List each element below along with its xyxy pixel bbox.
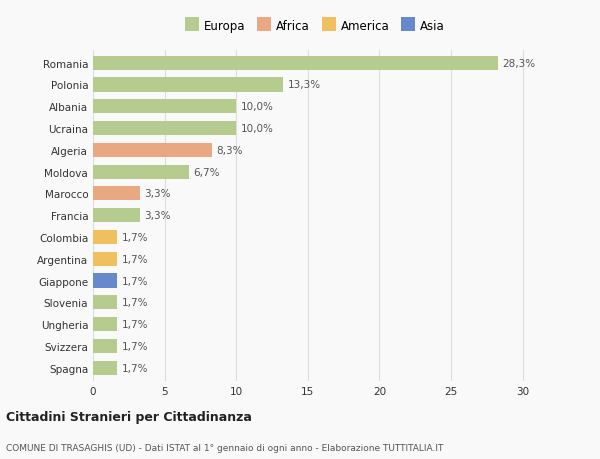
Bar [93,56,499,71]
Legend: Europa, Africa, America, Asia: Europa, Africa, America, Asia [181,16,449,38]
Bar [93,252,118,266]
Bar [93,209,140,223]
Text: 13,3%: 13,3% [288,80,321,90]
Text: 8,3%: 8,3% [216,146,242,156]
Text: 10,0%: 10,0% [241,102,274,112]
Text: 1,7%: 1,7% [122,363,148,373]
Text: 1,7%: 1,7% [122,232,148,242]
Bar [93,122,236,136]
Text: 28,3%: 28,3% [503,59,536,68]
Text: 1,7%: 1,7% [122,298,148,308]
Bar [93,339,118,353]
Bar [93,361,118,375]
Text: 1,7%: 1,7% [122,319,148,330]
Text: 6,7%: 6,7% [193,167,220,177]
Bar [93,274,118,288]
Text: 3,3%: 3,3% [145,211,171,221]
Text: COMUNE DI TRASAGHIS (UD) - Dati ISTAT al 1° gennaio di ogni anno - Elaborazione : COMUNE DI TRASAGHIS (UD) - Dati ISTAT al… [6,443,443,452]
Text: 1,7%: 1,7% [122,254,148,264]
Text: 3,3%: 3,3% [145,189,171,199]
Bar [93,143,212,157]
Text: 10,0%: 10,0% [241,124,274,134]
Bar [93,317,118,331]
Text: 1,7%: 1,7% [122,276,148,286]
Bar [93,78,283,92]
Bar [93,230,118,245]
Bar [93,187,140,201]
Bar [93,165,189,179]
Text: Cittadini Stranieri per Cittadinanza: Cittadini Stranieri per Cittadinanza [6,410,252,423]
Text: 1,7%: 1,7% [122,341,148,351]
Bar [93,100,236,114]
Bar [93,296,118,310]
